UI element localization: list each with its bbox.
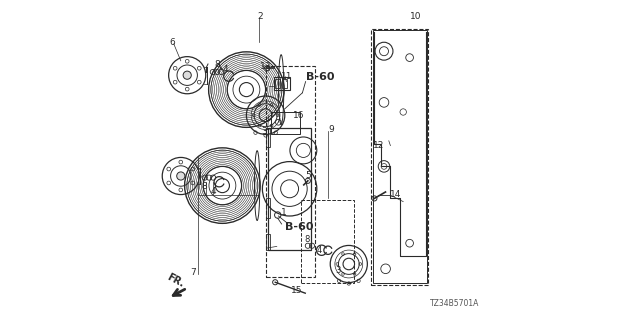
- Bar: [274, 77, 291, 90]
- Text: B-60: B-60: [306, 72, 334, 82]
- Text: 12: 12: [372, 141, 384, 150]
- Bar: [268, 128, 312, 250]
- Text: 4: 4: [223, 65, 228, 74]
- Text: 14: 14: [390, 190, 401, 199]
- Text: 2: 2: [258, 12, 263, 20]
- Text: 16: 16: [292, 111, 304, 120]
- Text: 1: 1: [281, 208, 287, 217]
- Text: 8: 8: [304, 236, 309, 244]
- Bar: [371, 29, 428, 285]
- Text: 8: 8: [202, 182, 207, 191]
- Bar: [266, 128, 271, 147]
- Text: 13: 13: [260, 62, 271, 71]
- Bar: [301, 200, 354, 283]
- Text: 11: 11: [281, 72, 292, 81]
- Bar: [266, 234, 271, 250]
- Bar: [282, 79, 287, 88]
- Text: 3: 3: [261, 127, 267, 136]
- Text: 10: 10: [410, 12, 422, 20]
- Text: 6: 6: [170, 38, 175, 47]
- Text: FR.: FR.: [165, 272, 186, 290]
- Text: 4: 4: [210, 188, 216, 196]
- Text: B-60: B-60: [285, 222, 314, 232]
- Bar: [266, 198, 271, 218]
- Bar: [372, 30, 427, 283]
- Circle shape: [177, 172, 185, 180]
- Bar: [266, 66, 316, 277]
- Text: 5: 5: [306, 171, 311, 180]
- Bar: [271, 112, 300, 134]
- Text: 15: 15: [291, 286, 302, 295]
- Bar: [275, 79, 280, 88]
- Text: 4: 4: [317, 246, 322, 255]
- Text: 7: 7: [189, 268, 195, 277]
- Text: TZ34B5701A: TZ34B5701A: [429, 299, 479, 308]
- Circle shape: [183, 71, 191, 79]
- Text: 3: 3: [335, 266, 340, 275]
- Text: 9: 9: [328, 125, 334, 134]
- Text: 8: 8: [214, 60, 220, 69]
